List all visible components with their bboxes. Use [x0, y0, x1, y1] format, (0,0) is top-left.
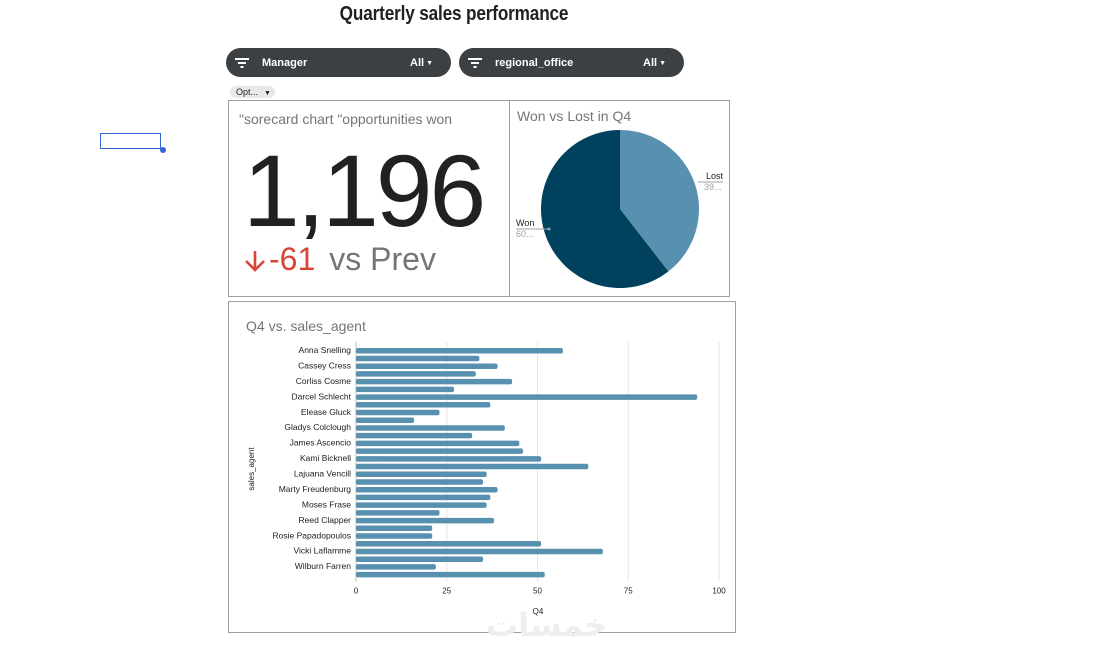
manager-filter-label: Manager — [262, 56, 308, 69]
pie-chart: Lost 39... Won 60... — [516, 130, 724, 288]
y-tick-label: Elease Gluck — [301, 407, 352, 417]
x-tick-label: 75 — [624, 587, 633, 596]
bar-chart-title: Q4 vs. sales_agent — [246, 318, 366, 334]
y-tick-label: Anna Snelling — [299, 345, 352, 355]
bar[interactable] — [356, 371, 476, 377]
page-title: Quarterly sales performance — [339, 3, 569, 25]
y-tick-label: James Ascencio — [290, 438, 352, 448]
y-tick-label: Marty Freudenburg — [279, 484, 352, 494]
bar[interactable] — [356, 510, 440, 516]
pie-chart-panel[interactable]: Won vs Lost in Q4 Lost 39... Won 60... — [509, 100, 730, 297]
scorecard-panel[interactable]: "sorecard chart "opportunities won 1,196… — [228, 100, 510, 297]
bar[interactable] — [356, 486, 498, 493]
scorecard-delta: -61 vs Prev — [243, 239, 436, 282]
bar[interactable] — [356, 548, 603, 555]
y-tick-label: Lajuana Vencill — [294, 469, 351, 479]
x-tick-label: 50 — [533, 587, 542, 596]
scorecard-title: "sorecard chart "opportunities won — [239, 111, 453, 127]
bar[interactable] — [356, 502, 487, 508]
bar[interactable] — [356, 348, 563, 354]
bar[interactable] — [356, 425, 505, 431]
pie-label-lost: Lost — [706, 171, 724, 181]
pie-label-won: Won — [516, 218, 534, 228]
pie-pct-won: 60... — [516, 229, 534, 239]
bar[interactable] — [356, 463, 589, 470]
y-tick-label: Wilburn Farren — [295, 561, 351, 571]
manager-filter-value[interactable]: All ▼ — [410, 56, 433, 69]
scorecard-value: 1,196 — [243, 134, 486, 248]
y-tick-label: Vicki Laflamme — [294, 546, 352, 556]
bar-chart: Anna Snelling Cassey Cress Corliss Cosme Da… — [247, 342, 726, 616]
caret-down-icon: ▼ — [426, 59, 433, 67]
caret-down-icon: ▼ — [264, 90, 271, 97]
bar[interactable] — [356, 479, 484, 485]
bar[interactable] — [356, 517, 494, 524]
bar[interactable] — [356, 378, 513, 385]
caret-down-icon: ▼ — [659, 59, 666, 67]
options-chip[interactable]: Opt... ▼ — [230, 86, 275, 98]
bar[interactable] — [356, 363, 498, 369]
bar[interactable] — [356, 432, 473, 439]
bar[interactable] — [356, 448, 523, 454]
filter-icon — [468, 57, 482, 68]
bar[interactable] — [356, 394, 698, 400]
bar[interactable] — [356, 386, 455, 393]
x-axis-label: Q4 — [533, 607, 544, 616]
bar-chart-panel[interactable]: Q4 vs. sales_agent Anna Snelling Cassey C… — [228, 301, 736, 633]
y-tick-label: Rosie Papadopoulos — [273, 530, 351, 540]
y-tick-label: Cassey Cress — [298, 360, 351, 370]
pie-pct-lost: 39... — [704, 182, 722, 192]
regional-office-filter-label: regional_office — [495, 56, 574, 69]
y-tick-label: Corliss Cosme — [296, 376, 352, 386]
arrow-down-icon — [243, 242, 269, 282]
bar[interactable] — [356, 417, 415, 423]
regional-office-filter-value[interactable]: All ▼ — [643, 56, 666, 69]
bar[interactable] — [356, 456, 542, 462]
bar[interactable] — [356, 541, 542, 547]
bar[interactable] — [356, 571, 545, 578]
delta-label: vs Prev — [329, 241, 436, 277]
y-axis-label: sales_agent — [247, 447, 256, 491]
bar[interactable] — [356, 564, 436, 570]
bar[interactable] — [356, 471, 487, 478]
regional-office-filter[interactable]: regional_office All ▼ — [459, 48, 684, 77]
bar[interactable] — [356, 409, 440, 416]
bar[interactable] — [356, 355, 480, 362]
watermark: خمسات — [486, 607, 608, 643]
y-tick-label: Darcel Schlecht — [291, 391, 351, 401]
y-tick-label: Kami Bicknell — [300, 453, 351, 463]
bar[interactable] — [356, 440, 520, 447]
y-tick-label: Reed Clapper — [299, 515, 352, 525]
filter-icon — [235, 57, 249, 68]
x-tick-label: 100 — [712, 587, 726, 596]
y-tick-label: Gladys Colclough — [284, 422, 351, 432]
pie-slice-won[interactable] — [541, 130, 669, 288]
pie-chart-title: Won vs Lost in Q4 — [517, 108, 632, 124]
x-tick-label: 25 — [442, 587, 451, 596]
bar[interactable] — [356, 494, 491, 501]
y-tick-label: Moses Frase — [302, 499, 351, 509]
bar[interactable] — [356, 556, 484, 562]
manager-filter[interactable]: Manager All ▼ — [226, 48, 451, 77]
delta-value: -61 — [269, 241, 316, 277]
resize-handle[interactable] — [160, 147, 166, 153]
bar[interactable] — [356, 525, 433, 532]
bar[interactable] — [356, 533, 433, 539]
selection-box[interactable] — [100, 133, 161, 149]
bar[interactable] — [356, 402, 491, 408]
x-tick-label: 0 — [354, 587, 359, 596]
won-leader-dot — [547, 227, 551, 231]
pie-slice-lost[interactable] — [620, 130, 699, 272]
